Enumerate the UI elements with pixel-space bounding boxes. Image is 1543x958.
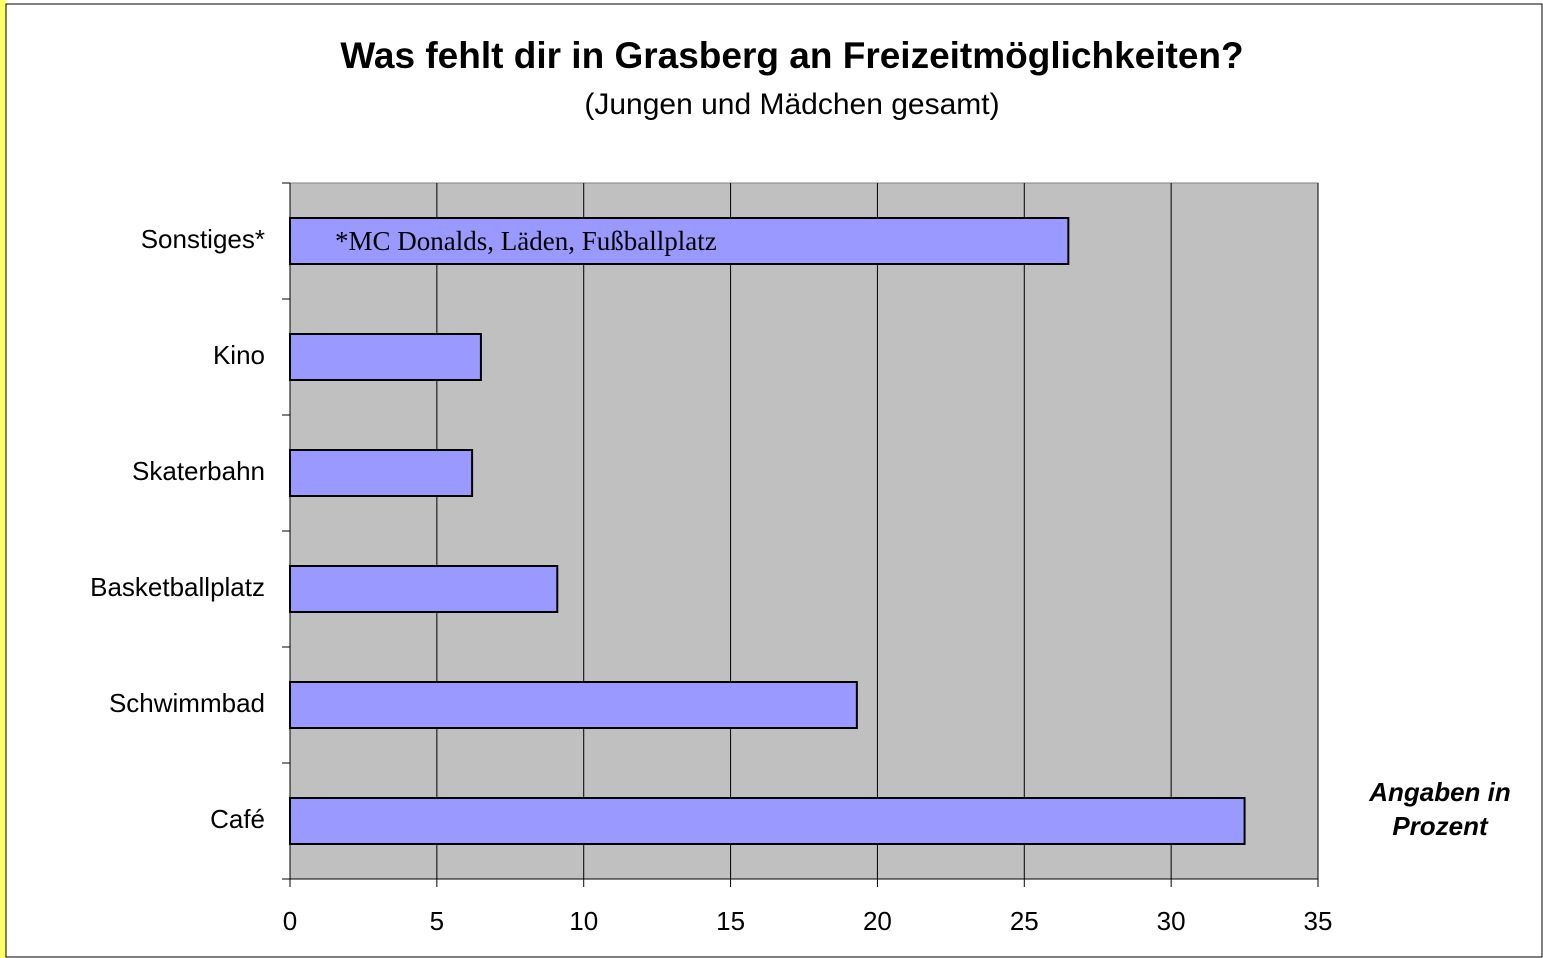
- y-tick-label: Café: [210, 804, 265, 834]
- bar: [289, 797, 1246, 845]
- annotation: *MC Donalds, Läden, Fußballplatz: [335, 226, 717, 256]
- x-tick-label: 15: [716, 906, 745, 936]
- y-tick-label: Skaterbahn: [132, 456, 265, 486]
- y-tick-label: Kino: [213, 340, 265, 370]
- bar: [289, 449, 474, 497]
- x-tick-label: 5: [430, 906, 444, 936]
- plot-area: [289, 182, 1319, 880]
- chart-title: Was fehlt dir in Grasberg an Freizeitmög…: [340, 35, 1243, 76]
- x-tick-label: 35: [1304, 906, 1333, 936]
- bar: [289, 217, 1070, 265]
- x-tick-label: 10: [569, 906, 598, 936]
- x-tick-label: 30: [1157, 906, 1186, 936]
- bar: [289, 681, 858, 729]
- bar: [289, 565, 559, 613]
- bar: [289, 333, 482, 381]
- x-tick-label: 25: [1010, 906, 1039, 936]
- axis-note: Angaben in Prozent: [1369, 777, 1511, 841]
- y-tick-label: Basketballplatz: [90, 572, 265, 602]
- side-strip: [0, 0, 6, 958]
- y-tick-label: Schwimmbad: [109, 688, 265, 718]
- x-tick-label: 20: [863, 906, 892, 936]
- x-tick-label: 0: [283, 906, 297, 936]
- frame: [5, 3, 1543, 958]
- chart-subtitle: (Jungen und Mädchen gesamt): [584, 88, 999, 121]
- y-tick-label: Sonstiges*: [141, 224, 265, 254]
